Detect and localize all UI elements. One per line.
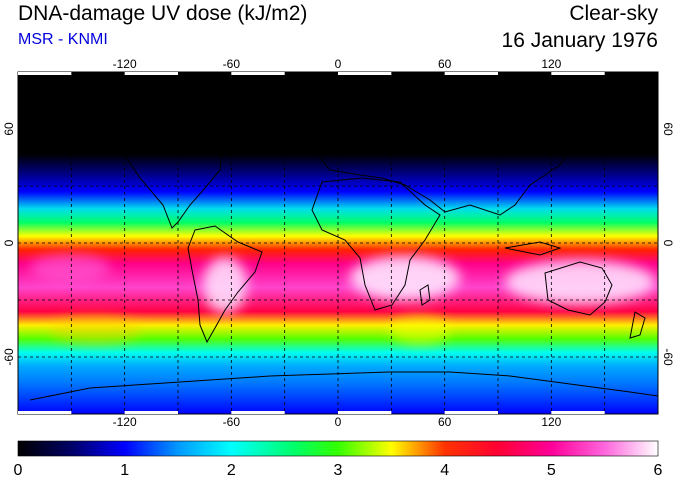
coastlines [29, 117, 658, 401]
colorbar [17, 440, 659, 457]
frame-tick [231, 411, 285, 414]
frame-tick [18, 72, 72, 75]
frame-tick [231, 72, 285, 75]
source-label: MSR - KNMI [18, 31, 108, 48]
longitude-labels: -120 -120 -60 -60 0 0 60 60 120 120 [113, 57, 562, 429]
latitude-label: 60 [2, 122, 16, 136]
latitude-label: -60 [2, 348, 16, 366]
frame-tick [338, 411, 392, 414]
map-title: DNA-damage UV dose (kJ/m2) [18, 2, 308, 25]
date-label: 16 January 1976 [501, 29, 658, 52]
longitude-label: 0 [335, 57, 342, 71]
colorbar-tick-label: 5 [547, 462, 556, 479]
longitude-label: -120 [113, 57, 137, 71]
colorbar-tick-label: 0 [14, 462, 23, 479]
colorbar-tick-label: 4 [440, 462, 449, 479]
frame-tick [338, 72, 392, 75]
latitude-labels: 60 60 0 0 -60 -60 [2, 122, 675, 366]
longitude-label: 60 [438, 57, 452, 71]
sky-condition-label: Clear-sky [569, 2, 658, 25]
latitude-label: 0 [2, 239, 16, 246]
longitude-label: 120 [541, 415, 561, 429]
latitude-label: 0 [661, 240, 675, 247]
frame-tick [18, 411, 72, 414]
frame-tick [551, 72, 605, 75]
longitude-label: -60 [223, 415, 241, 429]
frame-tick [444, 72, 498, 75]
longitude-label: 60 [438, 415, 452, 429]
colorbar-tick-label: 2 [227, 462, 236, 479]
uv-field-highlights [30, 254, 655, 345]
colorbar-tick-label: 6 [654, 462, 663, 479]
longitude-label: 0 [335, 415, 342, 429]
longitude-label: 120 [541, 57, 561, 71]
latitude-label: -60 [661, 348, 675, 366]
colorbar-tick-label: 1 [120, 462, 129, 479]
longitude-label: -120 [113, 415, 137, 429]
gridlines [18, 72, 658, 414]
frame-ticks [18, 72, 605, 414]
longitude-label: -60 [223, 57, 241, 71]
frame-tick [124, 72, 178, 75]
colorbar-tick-label: 3 [334, 462, 343, 479]
frame-tick [124, 411, 178, 414]
colorbar-labels: 0 1 2 3 4 5 6 [14, 462, 663, 479]
latitude-label: 60 [661, 122, 675, 136]
frame-tick [444, 411, 498, 414]
frame-tick [551, 411, 605, 414]
